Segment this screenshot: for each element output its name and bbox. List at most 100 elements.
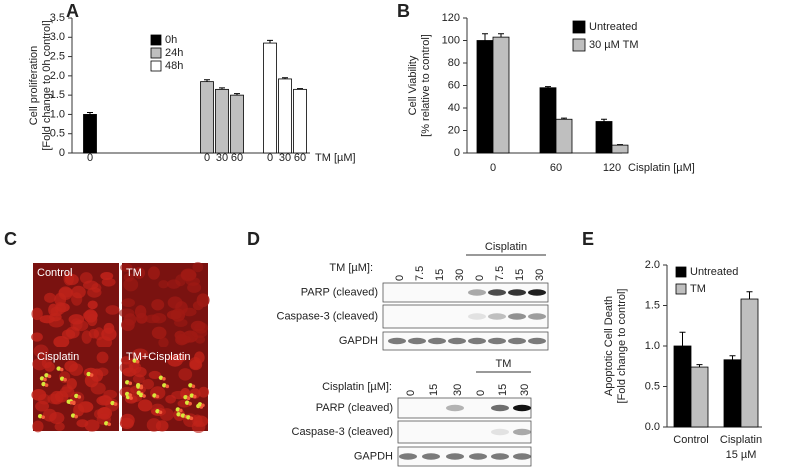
cell — [185, 276, 201, 286]
panel-letter: C — [4, 229, 17, 249]
legend-label: TM — [690, 283, 706, 295]
cell — [121, 298, 136, 308]
y-tick-label: 1.5 — [50, 89, 65, 101]
row-label: Caspase-3 (cleaved) — [277, 310, 379, 322]
bar — [263, 42, 277, 154]
error-bar — [746, 291, 753, 300]
apoptotic-cell — [192, 394, 197, 399]
band — [388, 337, 406, 345]
cell — [158, 337, 169, 348]
apoptotic-cell — [74, 393, 79, 399]
cell — [194, 351, 205, 364]
error-bar — [601, 118, 607, 122]
cell — [144, 314, 160, 324]
apoptotic-cell — [142, 394, 146, 398]
cell — [33, 344, 49, 358]
apoptotic-cell — [197, 402, 203, 407]
group-label: Cisplatin — [485, 241, 527, 253]
cell — [120, 263, 133, 272]
apoptotic-cell — [155, 409, 160, 414]
apoptotic-cell — [124, 391, 130, 397]
lane-label: 0 — [405, 390, 417, 396]
error-bar — [204, 79, 210, 82]
y-tick-label: 1.0 — [50, 108, 65, 120]
panel-letter: A — [66, 1, 79, 21]
apoptotic-cell — [125, 380, 130, 385]
apoptotic-cell — [158, 410, 163, 415]
lane-label: 15 — [497, 384, 509, 396]
apoptotic-cell — [132, 358, 137, 363]
apoptotic-cell — [184, 400, 190, 405]
lane-label: 30 — [452, 384, 464, 396]
error-bar — [219, 87, 225, 90]
band — [428, 337, 446, 345]
x-tick-label: 60 — [231, 152, 243, 164]
cell — [71, 292, 83, 306]
row-label: GAPDH — [354, 450, 393, 462]
bar — [723, 359, 742, 428]
legend-swatch — [150, 47, 162, 59]
apoptotic-cell — [113, 402, 118, 406]
y-tick-label: 100 — [442, 34, 460, 46]
cell — [174, 318, 188, 328]
image-label: TM+Cisplatin — [126, 351, 191, 363]
cell — [142, 378, 155, 390]
x-tick-label: 60 — [294, 152, 306, 164]
cell — [134, 305, 147, 319]
y-tick-label: 20 — [448, 124, 460, 136]
legend-label: 0h — [165, 34, 177, 46]
band — [528, 289, 546, 296]
cell — [167, 354, 183, 367]
image-label: TM — [126, 267, 142, 279]
x-tick-label: Cisplatin — [720, 434, 762, 446]
lane-label: 0 — [474, 275, 486, 281]
row-label: PARP (cleaved) — [301, 286, 378, 298]
error-bar — [679, 331, 686, 346]
band — [513, 428, 531, 436]
panel-letter: E — [582, 229, 594, 249]
cell — [119, 417, 134, 430]
band — [528, 313, 546, 320]
error-bar — [282, 77, 288, 79]
apoptotic-cell — [41, 415, 45, 419]
cell — [64, 360, 78, 372]
cell — [66, 378, 77, 390]
error-bar — [234, 93, 240, 96]
legend-swatch — [675, 266, 687, 278]
bar — [293, 88, 307, 154]
cell — [105, 305, 120, 315]
apoptotic-cell — [138, 392, 144, 398]
cell — [64, 274, 79, 286]
apoptotic-cell — [43, 377, 47, 382]
lane-label: 15 — [428, 384, 440, 396]
cell — [103, 389, 118, 399]
cell — [84, 419, 100, 432]
y-tick-label: 2.5 — [50, 50, 65, 62]
cell — [47, 393, 61, 405]
apoptotic-cell — [152, 393, 157, 398]
y-tick-label: 0.5 — [645, 380, 660, 392]
y-tick-label: 0.5 — [50, 128, 65, 140]
x-tick-label: 0 — [490, 162, 496, 174]
lane-label: 30 — [534, 269, 546, 281]
apoptotic-cell — [63, 377, 67, 382]
x-tick-label: 120 — [603, 162, 621, 174]
apoptotic-cell — [47, 374, 52, 379]
cell — [70, 318, 83, 331]
band — [469, 453, 487, 460]
band — [488, 313, 506, 320]
bar — [595, 121, 613, 154]
error-bar — [696, 364, 703, 368]
y-tick-label: 0.0 — [645, 421, 660, 433]
legend-swatch — [150, 34, 162, 46]
apoptotic-cell — [70, 413, 76, 418]
cell — [133, 266, 146, 279]
y-tick-label: 3.0 — [50, 31, 65, 43]
apoptotic-cell — [69, 400, 74, 405]
bar — [539, 87, 557, 154]
row-label: GAPDH — [339, 335, 378, 347]
cell — [31, 332, 43, 342]
cell — [83, 309, 98, 323]
legend-swatch — [150, 60, 162, 72]
band — [408, 337, 426, 345]
